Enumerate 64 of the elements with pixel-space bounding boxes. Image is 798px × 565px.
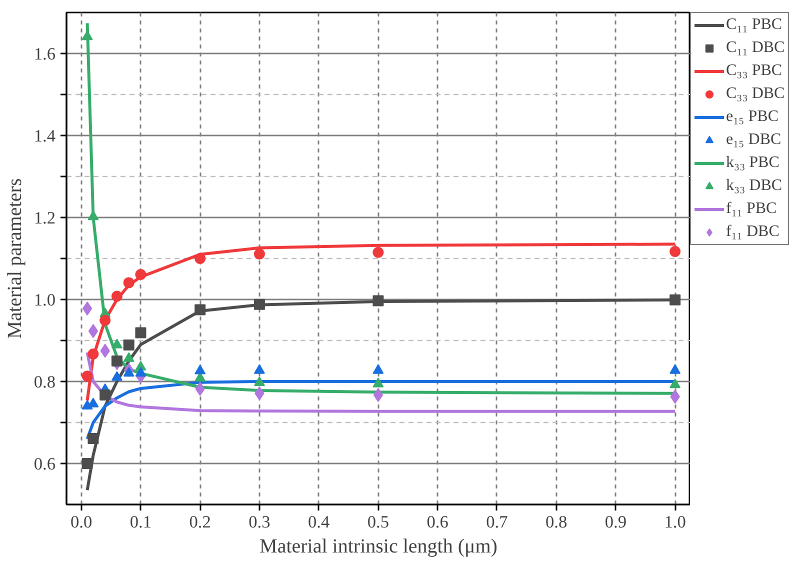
point (254, 248, 265, 260)
point (194, 253, 206, 264)
point (372, 364, 384, 374)
x-tick-label: 0.5 (367, 512, 390, 532)
y-tick-label: 0.6 (34, 454, 56, 474)
point (88, 348, 99, 360)
x-tick-label: 0.6 (426, 512, 449, 532)
point (88, 432, 99, 444)
point (135, 327, 146, 338)
legend-label: f₁₁ DBC (726, 223, 780, 241)
point (372, 246, 384, 258)
point (670, 294, 681, 306)
y-tick-label: 1.0 (34, 290, 56, 310)
point (111, 371, 122, 381)
legend-label: C₁₁ PBC (726, 16, 782, 34)
legend-label: e₁₅ DBC (726, 131, 782, 149)
legend-label: C₃₃ DBC (726, 85, 785, 103)
x-tick-label: 0.3 (248, 512, 270, 532)
point (111, 290, 122, 302)
point (82, 458, 93, 469)
legend-label: e₁₅ PBC (726, 108, 778, 126)
point (372, 295, 384, 306)
x-tick-label: 0.8 (545, 512, 568, 532)
point (82, 370, 93, 382)
x-tick-label: 0.0 (70, 512, 92, 532)
point (123, 277, 134, 288)
x-tick-label: 0.1 (130, 512, 152, 532)
point (123, 352, 134, 362)
point (82, 302, 92, 316)
point (194, 364, 206, 374)
point (254, 298, 265, 310)
point (100, 390, 111, 401)
point (100, 314, 111, 326)
point (194, 304, 206, 316)
point (135, 269, 146, 280)
point (254, 376, 265, 386)
y-axis-title: Material parameters (4, 178, 26, 339)
point (123, 340, 134, 351)
y-tick-label: 1.4 (34, 126, 56, 146)
y-tick-label: 0.8 (34, 372, 56, 392)
y-tick-label: 1.6 (34, 44, 56, 64)
legend-label: f₁₁ PBC (726, 200, 777, 218)
point (111, 356, 122, 366)
point (254, 364, 265, 374)
x-axis-title: Material intrinsic length (μm) (260, 536, 498, 558)
legend-label: k₃₃ DBC (726, 177, 782, 195)
point (123, 367, 134, 377)
point (670, 246, 681, 258)
x-tick-label: 0.4 (308, 512, 330, 532)
y-tick-label: 1.2 (34, 208, 56, 228)
point (670, 378, 681, 388)
point (372, 378, 384, 388)
point (670, 364, 681, 374)
point (135, 367, 146, 377)
legend-label: k₃₃ PBC (726, 154, 780, 172)
legend-label: C₃₃ PBC (726, 62, 782, 80)
x-tick-label: 1.0 (664, 512, 686, 532)
point (373, 388, 384, 402)
point (88, 324, 98, 338)
x-tick-label: 0.7 (486, 512, 508, 532)
x-tick-label: 0.9 (604, 512, 627, 532)
x-tick-label: 0.2 (189, 512, 211, 532)
legend-label: C₁₁ DBC (726, 39, 785, 57)
point (111, 338, 122, 348)
